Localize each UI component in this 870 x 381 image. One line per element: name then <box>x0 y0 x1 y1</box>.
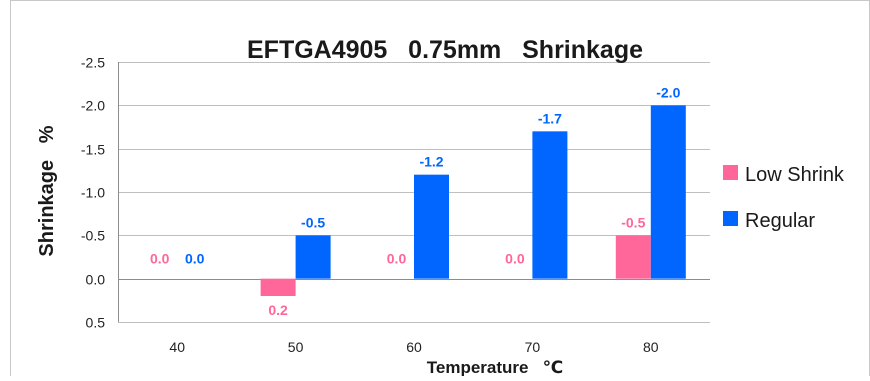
data-labels: 0.0 0.2 0.0 0.0 -0.5 0.0 -0.5 -1.2 -1.7 -2.0 <box>150 84 681 318</box>
data-label: 0.0 <box>185 251 205 267</box>
bar-regular <box>532 131 568 279</box>
y-tick-label: -1.5 <box>81 142 105 158</box>
data-label: -2.0 <box>656 84 680 100</box>
x-tick-label: 50 <box>288 339 304 355</box>
x-tick-label: 80 <box>643 339 659 355</box>
bar-regular <box>650 105 686 279</box>
data-label: 0.2 <box>268 302 288 318</box>
legend-label-regular: Regular <box>745 210 815 232</box>
x-tick-label: 70 <box>525 339 541 355</box>
legend-swatch-regular <box>723 211 738 226</box>
bars <box>260 105 686 296</box>
bar-low-shrink <box>260 278 296 296</box>
y-tick-label: 0.0 <box>86 272 106 288</box>
data-label: -0.5 <box>621 214 645 230</box>
data-label: -0.5 <box>301 214 325 230</box>
x-axis-title: Temperature ℃ <box>427 358 563 376</box>
y-tick-labels: -2.5 -2.0 -1.5 -1.0 -0.5 0.0 0.5 <box>81 55 105 331</box>
legend-swatch-low-shrink <box>723 165 738 180</box>
data-label: 0.0 <box>150 251 170 267</box>
x-tick-labels: 40 50 60 70 80 <box>169 339 658 355</box>
y-tick-label: -1.0 <box>81 185 105 201</box>
y-tick-label: -2.5 <box>81 55 105 71</box>
y-tick-label: -2.0 <box>81 98 105 114</box>
gridlines <box>118 62 710 323</box>
legend-label-low-shrink: Low Shrink <box>745 164 845 186</box>
data-label: 0.0 <box>505 251 525 267</box>
bar-regular <box>295 235 331 279</box>
x-tick-label: 40 <box>169 339 185 355</box>
y-axis-title: Shrinkage % <box>36 125 58 256</box>
bar-regular <box>414 174 449 279</box>
data-label: -1.7 <box>538 110 562 126</box>
y-tick-label: -0.5 <box>81 228 105 244</box>
bar-low-shrink <box>615 235 651 279</box>
legend: Low Shrink Regular <box>723 164 845 232</box>
data-label: -1.2 <box>419 154 443 170</box>
data-label: 0.0 <box>387 251 407 267</box>
y-tick-label: 0.5 <box>86 315 106 331</box>
chart-title: EFTGA4905 0.75mm Shrinkage <box>247 36 643 64</box>
x-tick-label: 60 <box>406 339 422 355</box>
